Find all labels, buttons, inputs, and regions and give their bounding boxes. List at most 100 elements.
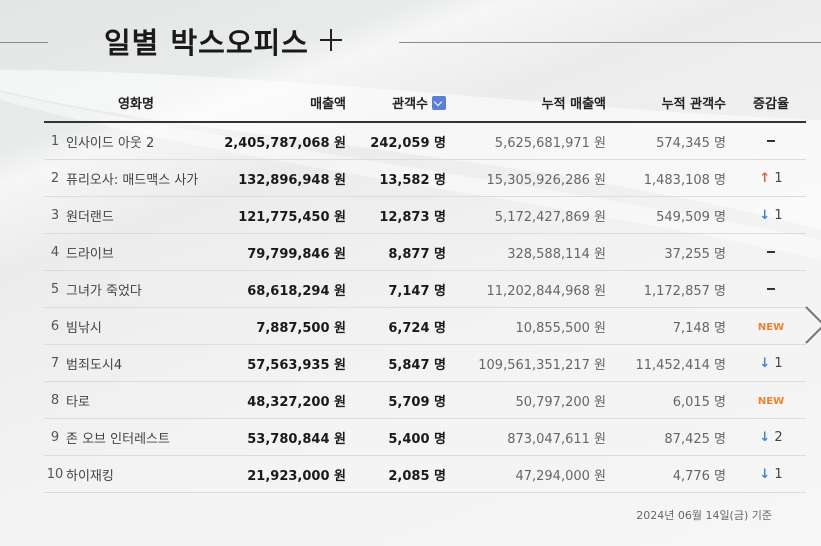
no-change-icon: [767, 251, 775, 253]
rank-cell: 3: [44, 196, 66, 234]
change-cell: NEW: [736, 307, 806, 345]
chevron-right-icon[interactable]: [803, 305, 821, 345]
column-header-rank: [44, 84, 66, 123]
cum-sales-cell: 10,855,500 원: [456, 307, 616, 345]
table-row[interactable]: 3 원더랜드 121,775,450 원 12,873 명 5,172,427,869 …: [44, 196, 806, 234]
page-title: 일별 박스오피스: [104, 26, 309, 60]
arrow-up-icon: ↑: [759, 170, 771, 186]
rank-cell: 10: [44, 455, 66, 493]
audience-cell: 6,724 명: [356, 307, 456, 345]
sales-cell: 7,887,500 원: [206, 307, 356, 345]
sales-cell: 48,327,200 원: [206, 381, 356, 419]
change-value: 1: [774, 207, 783, 223]
change-cell: NEW: [736, 381, 806, 419]
movie-title-cell[interactable]: 인사이드 아웃 2: [66, 122, 206, 160]
rank-cell: 9: [44, 418, 66, 456]
arrow-down-icon: ↓: [759, 466, 771, 482]
cum-audience-cell: 6,015 명: [616, 381, 736, 419]
rank-cell: 2: [44, 159, 66, 197]
box-office-table: 영화명 매출액 관객수 누적 매출액 누적 관객수 증감율 1 인사이드 아웃 2…: [44, 84, 806, 493]
change-cell: [736, 233, 806, 271]
table-row[interactable]: 2 퓨리오사: 매드맥스 사가 132,896,948 원 13,582 명 15,30…: [44, 159, 806, 197]
table-header-row: 영화명 매출액 관객수 누적 매출액 누적 관객수 증감율: [44, 84, 806, 123]
column-header-cum-sales: 누적 매출액: [456, 84, 616, 123]
movie-title-cell[interactable]: 드라이브: [66, 233, 206, 271]
cum-sales-cell: 15,305,926,286 원: [456, 159, 616, 197]
title-row: 일별 박스오피스: [0, 18, 821, 66]
table-row[interactable]: 6 빔낚시 7,887,500 원 6,724 명 10,855,500 원 7,148 …: [44, 307, 806, 345]
cum-audience-cell: 4,776 명: [616, 455, 736, 493]
cum-audience-cell: 11,452,414 명: [616, 344, 736, 382]
audience-cell: 2,085 명: [356, 455, 456, 493]
no-change-icon: [767, 288, 775, 290]
change-cell: ↓ 1: [736, 344, 806, 382]
audience-cell: 7,147 명: [356, 270, 456, 308]
no-change-icon: [767, 140, 775, 142]
change-value: 1: [774, 466, 783, 482]
change-cell: ↓ 1: [736, 196, 806, 234]
movie-title-cell[interactable]: 원더랜드: [66, 196, 206, 234]
change-cell: [736, 270, 806, 308]
change-value: 1: [774, 355, 783, 371]
sales-cell: 79,799,846 원: [206, 233, 356, 271]
new-badge: NEW: [757, 321, 785, 333]
sales-cell: 57,563,935 원: [206, 344, 356, 382]
arrow-down-icon: ↓: [759, 207, 771, 223]
plus-icon[interactable]: [320, 29, 342, 51]
sales-cell: 21,923,000 원: [206, 455, 356, 493]
sales-cell: 132,896,948 원: [206, 159, 356, 197]
table-row[interactable]: 4 드라이브 79,799,846 원 8,877 명 328,588,114 원 37,…: [44, 233, 806, 271]
title-divider-left: [0, 42, 48, 43]
cum-audience-cell: 549,509 명: [616, 196, 736, 234]
cum-sales-cell: 5,625,681,971 원: [456, 122, 616, 160]
sort-down-icon[interactable]: [432, 96, 446, 110]
cum-sales-cell: 328,588,114 원: [456, 233, 616, 271]
movie-title-cell[interactable]: 빔낚시: [66, 307, 206, 345]
sales-cell: 2,405,787,068 원: [206, 122, 356, 160]
change-cell: ↓ 2: [736, 418, 806, 456]
movie-title-cell[interactable]: 그녀가 죽었다: [66, 270, 206, 308]
movie-title-cell[interactable]: 타로: [66, 381, 206, 419]
movie-title-cell[interactable]: 범죄도시4: [66, 344, 206, 382]
cum-sales-cell: 873,047,611 원: [456, 418, 616, 456]
change-value: 2: [774, 429, 783, 445]
cum-sales-cell: 109,561,351,217 원: [456, 344, 616, 382]
cum-audience-cell: 1,172,857 명: [616, 270, 736, 308]
table-row[interactable]: 10 하이재킹 21,923,000 원 2,085 명 47,294,000 원 4,7…: [44, 455, 806, 493]
audience-cell: 5,709 명: [356, 381, 456, 419]
rank-cell: 6: [44, 307, 66, 345]
cum-sales-cell: 47,294,000 원: [456, 455, 616, 493]
audience-cell: 12,873 명: [356, 196, 456, 234]
cum-audience-cell: 1,483,108 명: [616, 159, 736, 197]
cum-sales-cell: 5,172,427,869 원: [456, 196, 616, 234]
column-header-audience[interactable]: 관객수: [356, 84, 456, 123]
cum-audience-cell: 37,255 명: [616, 233, 736, 271]
table-body: 1 인사이드 아웃 2 2,405,787,068 원 242,059 명 5,625,…: [44, 122, 806, 493]
table-row[interactable]: 7 범죄도시4 57,563,935 원 5,847 명 109,561,351,217…: [44, 344, 806, 382]
audience-cell: 13,582 명: [356, 159, 456, 197]
column-header-audience-label: 관객수: [392, 97, 428, 112]
movie-title-cell[interactable]: 존 오브 인터레스트: [66, 418, 206, 456]
reference-date: 2024년 06월 14일(금) 기준: [636, 509, 772, 522]
rank-cell: 8: [44, 381, 66, 419]
cum-sales-cell: 11,202,844,968 원: [456, 270, 616, 308]
cum-audience-cell: 7,148 명: [616, 307, 736, 345]
cum-audience-cell: 87,425 명: [616, 418, 736, 456]
audience-cell: 8,877 명: [356, 233, 456, 271]
table-row[interactable]: 8 타로 48,327,200 원 5,709 명 50,797,200 원 6,015 …: [44, 381, 806, 419]
change-value: 1: [774, 170, 783, 186]
audience-cell: 5,400 명: [356, 418, 456, 456]
column-header-sales: 매출액: [206, 84, 356, 123]
table-row[interactable]: 5 그녀가 죽었다 68,618,294 원 7,147 명 11,202,844,96…: [44, 270, 806, 308]
movie-title-cell[interactable]: 하이재킹: [66, 455, 206, 493]
rank-cell: 5: [44, 270, 66, 308]
rank-cell: 4: [44, 233, 66, 271]
change-cell: ↑ 1: [736, 159, 806, 197]
movie-title-cell[interactable]: 퓨리오사: 매드맥스 사가: [66, 159, 206, 197]
cum-sales-cell: 50,797,200 원: [456, 381, 616, 419]
title-divider-right: [399, 42, 821, 43]
sales-cell: 68,618,294 원: [206, 270, 356, 308]
table-row[interactable]: 1 인사이드 아웃 2 2,405,787,068 원 242,059 명 5,625,…: [44, 122, 806, 160]
new-badge: NEW: [757, 395, 785, 407]
